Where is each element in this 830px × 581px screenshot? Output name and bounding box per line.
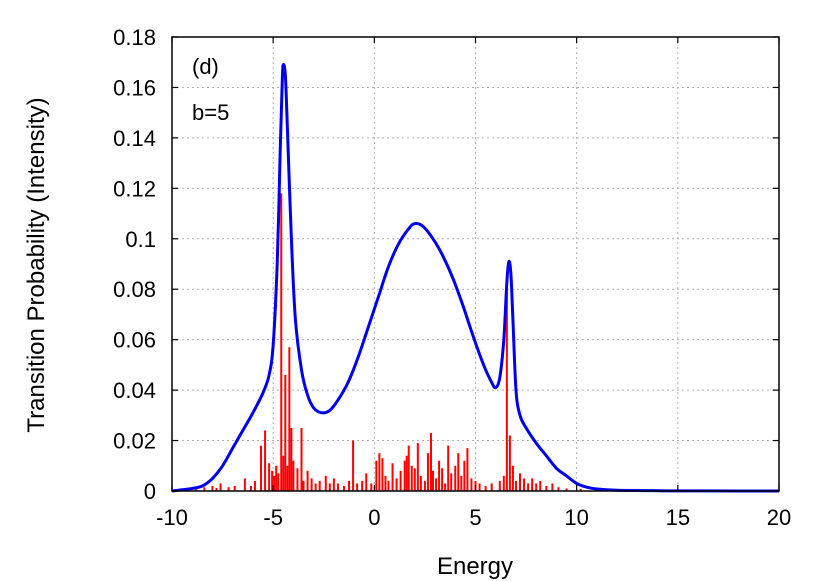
x-tick-label: 15 [666, 505, 690, 530]
y-tick-label: 0.16 [113, 75, 156, 100]
y-tick-label: 0.18 [113, 25, 156, 50]
x-tick-label: -10 [156, 505, 188, 530]
x-tick-label: 5 [469, 505, 481, 530]
axis-ticks [171, 36, 780, 492]
y-tick-label: 0 [144, 479, 156, 504]
y-tick-label: 0.04 [113, 378, 156, 403]
transition-sticks [185, 193, 760, 491]
annotation-panel-label: (d) [192, 54, 219, 79]
x-tick-label: 20 [767, 505, 791, 530]
y-axis-title: Transition Probability (Intensity) [23, 97, 50, 432]
y-tick-label: 0.06 [113, 328, 156, 353]
y-tick-labels: 0 0.02 0.04 0.06 0.08 0.1 0.12 0.14 0.16 0.18 [113, 25, 156, 504]
y-tick-label: 0.02 [113, 429, 156, 454]
x-tick-label: -5 [263, 505, 283, 530]
y-tick-label: 0.1 [125, 227, 156, 252]
y-tick-label: 0.12 [113, 176, 156, 201]
annotation-parameter: b=5 [192, 100, 229, 125]
y-tick-label: 0.14 [113, 126, 156, 151]
grid [172, 37, 779, 491]
x-tick-label: 10 [564, 505, 588, 530]
x-axis-title: Energy [437, 553, 513, 580]
x-tick-label: 0 [368, 505, 380, 530]
x-tick-labels: -10 -5 0 5 10 15 20 [156, 505, 791, 530]
y-tick-label: 0.08 [113, 277, 156, 302]
broadened-spectrum-line [171, 62, 780, 493]
